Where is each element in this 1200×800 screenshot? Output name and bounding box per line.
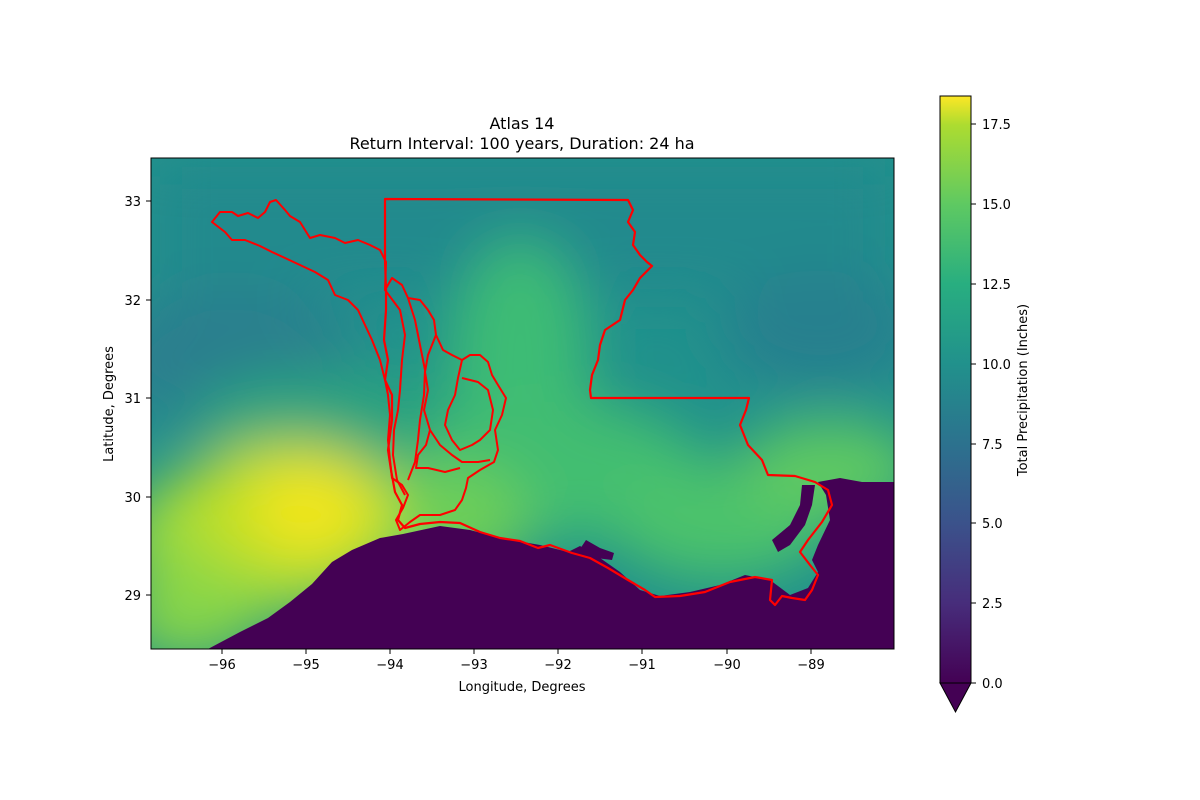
map-subtitle: Return Interval: 100 years, Duration: 24…	[349, 134, 694, 153]
y-axis: 29 30 31 32 33	[124, 195, 151, 604]
y-axis-label: Latitude, Degrees	[102, 346, 117, 462]
svg-text:−91: −91	[628, 658, 655, 673]
colorbar-tick: 17.5	[971, 118, 1011, 133]
x-axis-label: Longitude, Degrees	[458, 680, 585, 695]
svg-text:32: 32	[124, 294, 141, 309]
svg-text:−93: −93	[460, 658, 487, 673]
svg-text:−94: −94	[376, 658, 403, 673]
y-tick: 32	[124, 294, 151, 309]
y-tick: 29	[124, 589, 151, 604]
svg-text:33: 33	[124, 195, 141, 210]
svg-text:2.5: 2.5	[982, 597, 1003, 612]
svg-text:−96: −96	[208, 658, 235, 673]
x-tick: −89	[797, 649, 824, 673]
colorbar-tick: 5.0	[971, 517, 1003, 532]
colorbar-gradient	[940, 96, 971, 683]
svg-text:0.0: 0.0	[982, 677, 1003, 692]
x-tick: −93	[460, 649, 487, 673]
svg-text:5.0: 5.0	[982, 517, 1003, 532]
colorbar-label: Total Precipitation (Inches)	[1016, 304, 1031, 477]
colorbar: 0.0 2.5 5.0 7.5 10.0 12.5 15.0 17.5 Tota…	[940, 96, 1031, 712]
y-tick: 30	[124, 491, 151, 506]
colorbar-tick: 7.5	[971, 438, 1003, 453]
svg-text:31: 31	[124, 392, 141, 407]
colorbar-tick: 0.0	[971, 677, 1003, 692]
svg-text:−95: −95	[292, 658, 319, 673]
svg-text:10.0: 10.0	[982, 358, 1011, 373]
y-tick: 33	[124, 195, 151, 210]
colorbar-tick: 15.0	[971, 198, 1011, 213]
svg-text:7.5: 7.5	[982, 438, 1003, 453]
svg-text:15.0: 15.0	[982, 198, 1011, 213]
x-tick: −95	[292, 649, 319, 673]
x-tick: −92	[544, 649, 571, 673]
svg-text:30: 30	[124, 491, 141, 506]
precipitation-raster	[100, 158, 920, 660]
y-tick: 31	[124, 392, 151, 407]
x-tick: −94	[376, 649, 403, 673]
x-tick: −90	[713, 649, 740, 673]
svg-text:−89: −89	[797, 658, 824, 673]
colorbar-tick: 12.5	[971, 278, 1011, 293]
x-axis: −96 −95 −94 −93 −92 −91 −90 −89	[208, 649, 824, 673]
svg-text:−92: −92	[544, 658, 571, 673]
colorbar-tick: 2.5	[971, 597, 1003, 612]
svg-text:−90: −90	[713, 658, 740, 673]
x-tick: −91	[628, 649, 655, 673]
x-tick: −96	[208, 649, 235, 673]
svg-text:17.5: 17.5	[982, 118, 1011, 133]
map-title: Atlas 14	[490, 114, 555, 133]
svg-text:12.5: 12.5	[982, 278, 1011, 293]
colorbar-extend-min	[940, 683, 971, 712]
svg-text:29: 29	[124, 589, 141, 604]
colorbar-tick: 10.0	[971, 358, 1011, 373]
